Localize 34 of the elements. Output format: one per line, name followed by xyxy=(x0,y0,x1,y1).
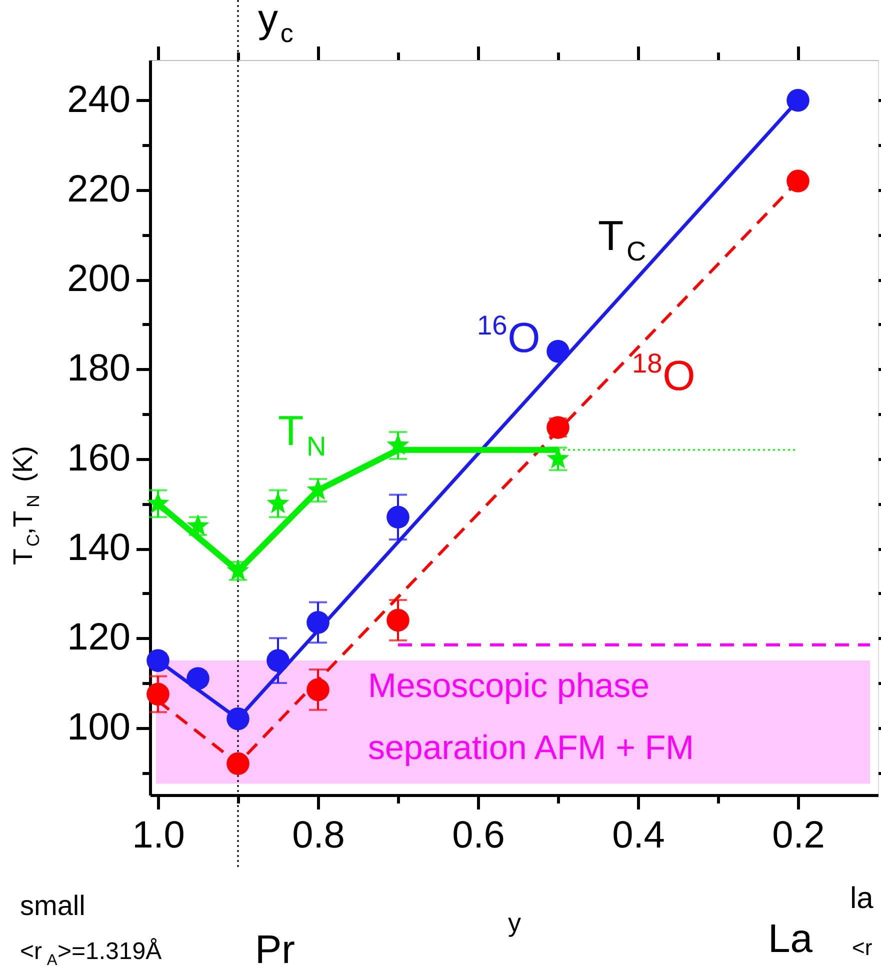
y-tick-label: 160 xyxy=(67,437,130,480)
point xyxy=(386,506,410,529)
point xyxy=(146,649,170,672)
y-tick-label: 200 xyxy=(67,258,130,300)
y-tick-label: 140 xyxy=(67,527,130,570)
x-tick-label: 0.2 xyxy=(772,814,825,856)
point xyxy=(146,682,170,706)
text: small xyxy=(20,890,86,921)
point xyxy=(226,752,250,776)
text: la xyxy=(850,882,874,915)
y-tick-label: 100 xyxy=(67,706,130,748)
x-tick-label: 0.4 xyxy=(612,814,665,856)
x-tick-label: 1.0 xyxy=(132,814,185,856)
x-axis-title: y xyxy=(508,908,521,938)
point xyxy=(786,88,810,112)
text: Pr xyxy=(255,928,295,966)
text: La xyxy=(768,917,814,961)
y-tick-label: 180 xyxy=(67,348,130,390)
point xyxy=(226,707,250,730)
x-tick-label: 0.8 xyxy=(292,814,345,856)
point xyxy=(786,170,810,192)
point xyxy=(546,340,570,363)
point xyxy=(386,608,410,632)
point xyxy=(306,611,330,634)
point xyxy=(306,678,330,702)
point xyxy=(186,667,210,690)
x-tick-label: 0.6 xyxy=(452,814,505,856)
y-tick-label: 240 xyxy=(67,78,130,121)
y-tick-label: 120 xyxy=(67,616,130,659)
band-label: Mesoscopic phase separation AFM + FM xyxy=(368,667,694,767)
text: <r xyxy=(852,935,872,960)
point xyxy=(266,649,290,672)
y-axis-title: TC,TN (K) xyxy=(8,446,43,565)
y-tick-label: 220 xyxy=(67,168,130,210)
